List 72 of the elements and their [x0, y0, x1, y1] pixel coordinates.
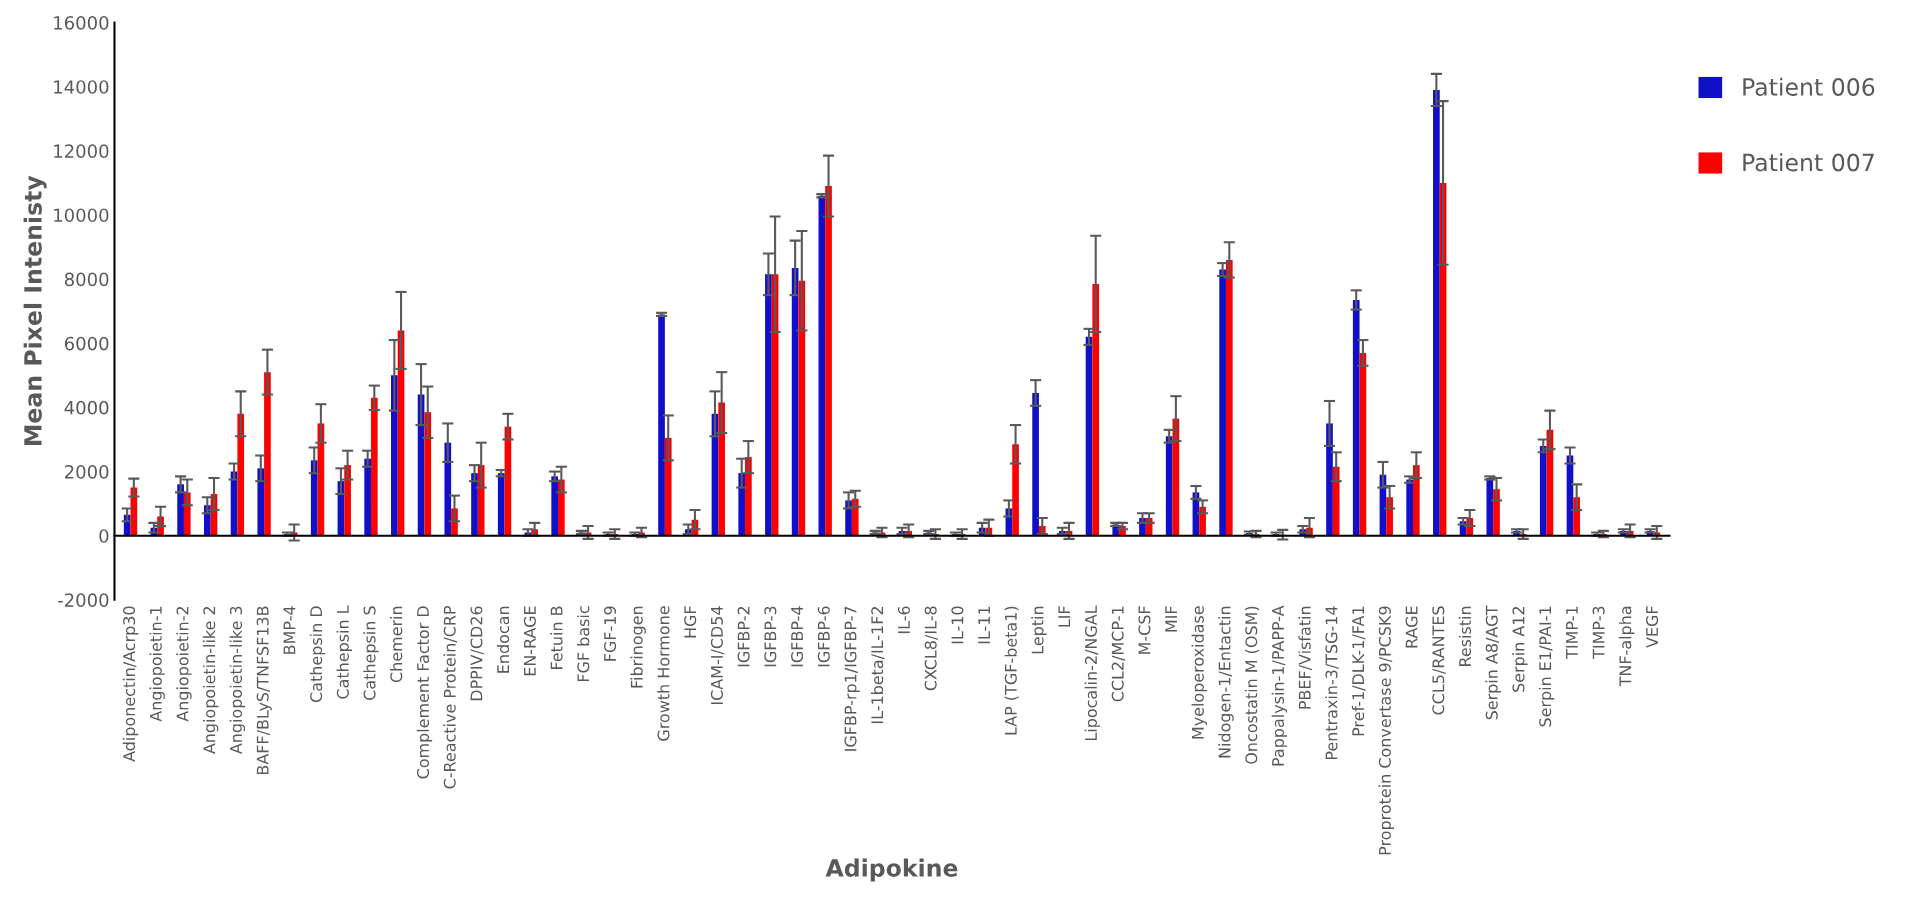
x-tick-label: Cathepsin S: [363, 606, 379, 700]
y-axis-title: Mean Pixel Intenisty: [23, 175, 47, 445]
x-tick-label: FGF basic: [577, 606, 590, 682]
x-tick-label: Fibrinogen: [630, 606, 646, 688]
x-tick-label: IL-1beta/IL-1F2: [870, 606, 885, 724]
x-tick-label: IGFBP-3: [764, 606, 777, 667]
y-tick-label: 10000: [54, 208, 109, 223]
x-tick-label: TIMP-1: [1566, 606, 1578, 659]
x-tick-label: Pentraxin-3/TSG-14: [1325, 606, 1339, 760]
x-axis-title: Adipokine: [825, 858, 958, 882]
x-tick-label: MIF: [1165, 606, 1177, 632]
x-tick-label: HGF: [684, 606, 697, 638]
x-tick-label: LIF: [1058, 606, 1071, 627]
x-tick-label: C-Reactive Protein/CRP: [443, 605, 458, 789]
y-tick-label: 8000: [64, 272, 109, 287]
x-tick-label: Angiopoietin-2: [176, 606, 192, 722]
y-tick-label: -2000: [58, 593, 109, 607]
x-tick-label: Myeloperoxidase: [1191, 606, 1207, 739]
x-tick-label: IL-10: [951, 606, 964, 644]
x-tick-label: Pappalysin-1/PAPP-A: [1271, 605, 1288, 766]
x-tick-label: LAP (TGF-beta1): [1004, 606, 1019, 735]
x-tick-label: Proprotein Convertase 9/PCSK9: [1378, 606, 1395, 855]
x-tick-label: M-CSF: [1138, 606, 1151, 654]
y-tick-label: 2000: [64, 465, 109, 479]
x-tick-label: Growth Hormone: [657, 606, 670, 741]
x-tick-label: IL-11: [978, 606, 990, 644]
y-tick-label: 0: [99, 529, 109, 543]
x-tick-label: FGF-19: [604, 606, 617, 661]
y-tick-label: 12000: [54, 144, 109, 158]
x-tick-label: Chemerin: [389, 606, 403, 683]
x-tick-label: Pref-1/DLK-1/FA1: [1351, 606, 1366, 736]
x-tick-label: Angiopoietin-like 3: [229, 606, 246, 755]
x-tick-label: ICAM-I/CD54: [710, 606, 725, 705]
y-tick-label: 16000: [54, 16, 109, 30]
legend-label: Patient 006: [1743, 77, 1875, 96]
x-tick-label: Serpin A8/AGT: [1485, 605, 1501, 720]
x-tick-label: TNF-alpha: [1619, 606, 1635, 687]
x-tick-label: BAFF/BLyS/TNFSF13B: [256, 606, 272, 775]
y-tick-label: 4000: [64, 400, 109, 415]
x-tick-label: EN-RAGE: [523, 606, 536, 676]
y-tick-label: 6000: [64, 336, 109, 351]
x-tick-label: Complement Factor D: [416, 606, 433, 779]
x-tick-label: BMP-4: [283, 606, 296, 654]
x-tick-label: Serpin A12: [1512, 606, 1528, 692]
x-tick-label: IGFBP-rp1/IGFBP-7: [844, 606, 860, 751]
x-tick-label: Lipocalin-2/NGAL: [1084, 605, 1101, 741]
x-tick-label: Cathepsin D: [309, 606, 326, 703]
x-tick-label: Cathepsin L: [336, 605, 352, 699]
x-tick-label: IL-6: [897, 606, 910, 634]
x-tick-label: Angiopoietin-like 2: [202, 606, 219, 755]
legend-label: Patient 007: [1743, 153, 1874, 172]
y-tick-label: 14000: [54, 80, 109, 94]
x-tick-label: CCL5/RANTES: [1432, 606, 1446, 715]
x-tick-label: Nidogen-1/Entactin: [1218, 606, 1234, 758]
x-tick-label: DPPIV/CD26: [470, 606, 484, 701]
x-tick-label: Endocan: [496, 606, 510, 673]
x-tick-label: VEGF: [1646, 606, 1659, 648]
x-tick-label: CXCL8/IL-8: [924, 606, 938, 691]
x-tick-label: Angiopoietin-1: [149, 606, 165, 722]
x-tick-label: Serpin E1/PAI-1: [1538, 606, 1555, 727]
x-tick-label: PBEF/Visfatin: [1298, 606, 1313, 709]
x-tick-label: Adiponectin/Acrp30: [122, 606, 139, 762]
x-tick-label: Resistin: [1458, 606, 1472, 666]
x-tick-label: Fetuin B: [550, 606, 563, 669]
x-tick-label: IGFBP-2: [737, 606, 750, 667]
x-tick-label: TIMP-3: [1592, 606, 1605, 659]
x-tick-label: IGFBP-4: [791, 606, 804, 667]
x-tick-label: CCL2/MCP-1: [1111, 606, 1125, 702]
x-tick-label: Leptin: [1031, 606, 1047, 654]
x-tick-label: Oncostatin M (OSM): [1244, 606, 1260, 764]
x-tick-label: IGFBP-6: [817, 606, 830, 667]
x-tick-label: RAGE: [1405, 606, 1418, 648]
